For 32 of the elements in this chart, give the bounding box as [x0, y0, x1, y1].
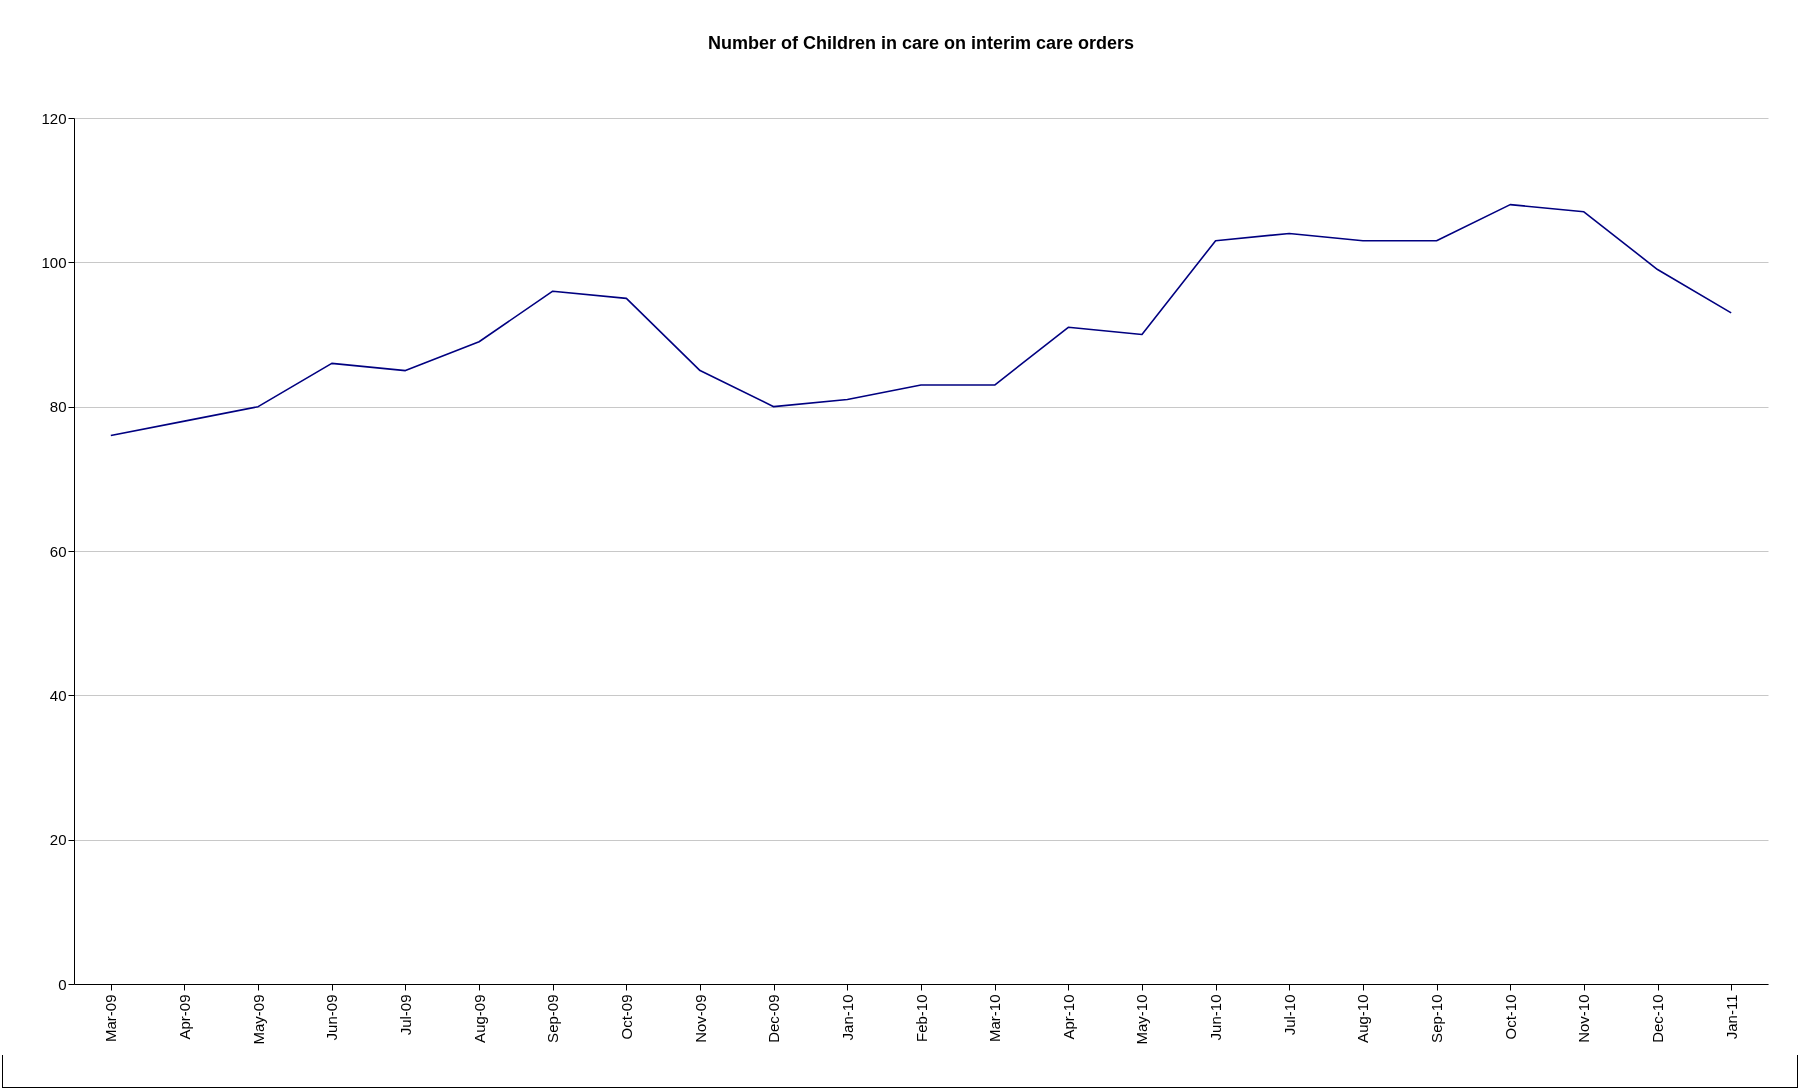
x-tick-label: Dec-10 — [1649, 994, 1667, 1043]
x-tick-label: Aug-09 — [470, 994, 488, 1043]
x-tick-label: Jun-09 — [323, 994, 341, 1041]
x-tick-label: Sep-09 — [544, 994, 562, 1043]
line-series — [110, 203, 1732, 437]
x-tick-label: Mar-10 — [986, 994, 1004, 1043]
y-tick-label: 60 — [49, 542, 67, 560]
x-tick-label: Jul-09 — [396, 994, 414, 1036]
x-tick-label: May-10 — [1133, 994, 1151, 1045]
x-tick-label: Dec-09 — [765, 994, 783, 1043]
x-tick-label: Nov-09 — [691, 994, 709, 1043]
x-tick-label: Jun-10 — [1207, 994, 1225, 1041]
x-tick-label: Sep-10 — [1428, 994, 1446, 1043]
y-tick-label: 20 — [49, 831, 67, 849]
x-tick-label: Nov-10 — [1575, 994, 1593, 1043]
x-tick-label: Oct-09 — [617, 994, 635, 1040]
x-tick-label: Mar-09 — [102, 994, 120, 1043]
x-tick-label: Feb-10 — [912, 994, 930, 1043]
x-tick-label: Apr-09 — [175, 994, 193, 1040]
y-tick-label: 100 — [41, 253, 67, 271]
x-tick-label: Apr-10 — [1059, 994, 1077, 1040]
chart-title: Number of Children in care on interim care orders — [707, 33, 1135, 53]
x-tick-label: Oct-10 — [1501, 994, 1519, 1040]
x-tick-label: Jan-11 — [1722, 994, 1740, 1040]
x-tick-label: Jul-10 — [1280, 994, 1298, 1036]
y-tick-label: 40 — [49, 686, 67, 704]
x-tick-label: May-09 — [249, 994, 267, 1045]
x-tick-label: Aug-10 — [1354, 994, 1372, 1043]
y-tick-label: 120 — [41, 109, 67, 127]
y-tick-label: 80 — [49, 398, 67, 416]
y-tick-label: 0 — [58, 975, 67, 993]
x-tick-label: Jan-10 — [838, 994, 856, 1041]
